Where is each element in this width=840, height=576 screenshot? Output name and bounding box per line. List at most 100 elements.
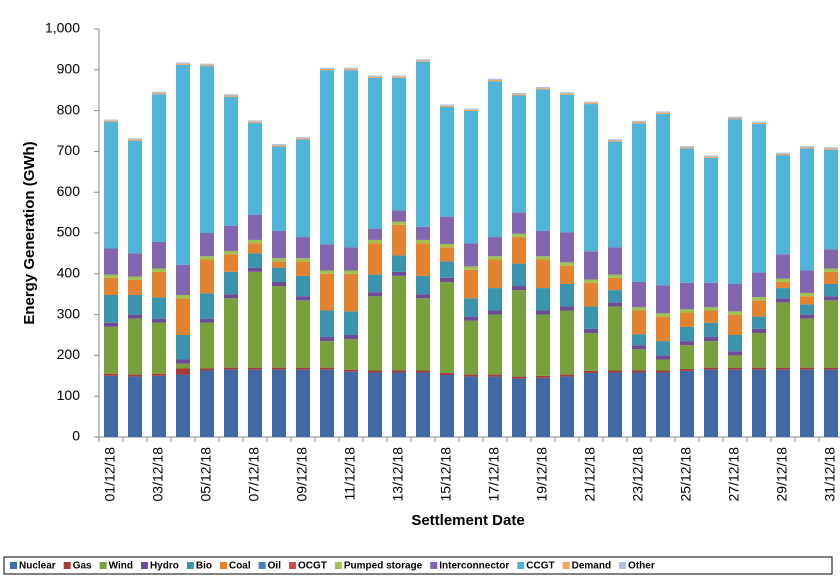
bar-segment (296, 138, 310, 140)
bar-segment (104, 373, 118, 376)
bar-segment (824, 271, 838, 284)
bar-segment (656, 111, 670, 113)
bar-segment (104, 119, 118, 121)
bar-segment (128, 140, 142, 254)
y-tick-label: 800 (57, 101, 81, 117)
bar-segment (416, 370, 430, 373)
bar-segment (128, 253, 142, 277)
legend-label: Oil (268, 561, 282, 572)
bar-segment (608, 372, 622, 437)
bar-segment (608, 277, 622, 291)
bar-segment (560, 306, 574, 311)
bar-segment (800, 148, 814, 271)
bar-segment (464, 320, 478, 375)
bar-segment (464, 376, 478, 437)
bar-segment (440, 106, 454, 217)
bar-segment (128, 279, 142, 296)
bar-segment (512, 95, 526, 213)
bar-segment (344, 67, 358, 69)
bar-segment (488, 81, 502, 238)
bar-segment (680, 368, 694, 371)
bar-segment (560, 232, 574, 263)
bar-segment (248, 267, 262, 272)
bar-segment (584, 279, 598, 283)
bar-segment (248, 243, 262, 254)
bar-segment (584, 102, 598, 105)
bar-segment (776, 153, 790, 156)
bar-segment (488, 314, 502, 375)
bar-segment (368, 296, 382, 371)
bar-segment (224, 96, 238, 226)
bar-segment (344, 70, 358, 248)
bar-segment (488, 376, 502, 437)
bar-segment (488, 259, 502, 289)
legend-swatch (430, 562, 438, 569)
bar-segment (704, 307, 718, 311)
x-tick-label: 07/12/18 (246, 447, 262, 502)
bar-segment (584, 306, 598, 329)
bar-segment (200, 64, 214, 67)
bar-segment (320, 367, 334, 370)
bar-segment (440, 216, 454, 245)
bar-segment (536, 88, 550, 90)
bar-segment (296, 275, 310, 297)
bar-segment (632, 281, 646, 308)
bar-segment (752, 124, 766, 273)
bar-segment (464, 269, 478, 299)
bar-segment (680, 147, 694, 149)
bar-segment (464, 316, 478, 321)
legend-label: Demand (572, 561, 611, 572)
x-tick-label: 05/12/18 (198, 447, 214, 502)
bar-segment (344, 68, 358, 71)
bar-segment (272, 267, 286, 282)
bar-segment (224, 294, 238, 299)
bar-segment (728, 355, 742, 368)
bar-segment (248, 367, 262, 370)
bar-segment (656, 113, 670, 286)
bar-segment (752, 121, 766, 123)
bar-segment (752, 332, 766, 368)
bar-segment (632, 370, 646, 373)
x-tick-label: 19/12/18 (534, 447, 550, 502)
bar-segment (776, 288, 790, 299)
bar-segment (296, 367, 310, 370)
legend-swatch (219, 562, 227, 569)
bar-segment (320, 68, 334, 71)
bar-segment (248, 253, 262, 268)
bar-segment (632, 334, 646, 346)
bar-segment (368, 370, 382, 373)
bar-segment (800, 270, 814, 293)
bar-segment (536, 377, 550, 437)
legend-swatch (288, 562, 296, 569)
bar-segment (152, 241, 166, 269)
legend-label: Bio (196, 561, 212, 572)
legend-label: Interconnector (439, 561, 509, 572)
bar-segment (752, 328, 766, 333)
bar-segment (272, 261, 286, 268)
bar-segment (536, 259, 550, 289)
bar-segment (728, 117, 742, 120)
bar-segment (392, 372, 406, 437)
bar-segment (488, 374, 502, 377)
bar-segment (152, 318, 166, 323)
legend-label: Other (628, 561, 655, 572)
bar-segment (824, 149, 838, 250)
bar-segment (512, 378, 526, 437)
x-axis-title: Settlement Date (411, 512, 524, 529)
bar-segment (416, 59, 430, 61)
y-axis-title: Energy Generation (GWh) (21, 141, 38, 324)
legend-swatch (63, 562, 71, 569)
bar-segment (392, 271, 406, 276)
x-tick-label: 27/12/18 (726, 447, 742, 502)
bar-segment (680, 312, 694, 327)
bar-segment (152, 373, 166, 376)
bar-segment (368, 274, 382, 293)
bar-segment (632, 310, 646, 335)
bar-segment (488, 80, 502, 82)
bar-segment (392, 370, 406, 373)
bar-segment (536, 230, 550, 257)
bar-segment (224, 271, 238, 295)
bar-segment (296, 369, 310, 437)
bar-segment (776, 367, 790, 370)
bar-segment (392, 77, 406, 211)
